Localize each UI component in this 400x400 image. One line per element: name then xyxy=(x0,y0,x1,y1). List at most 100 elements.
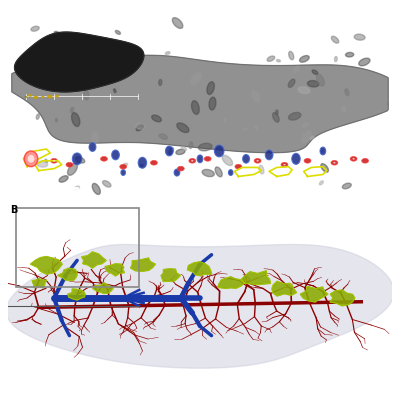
Polygon shape xyxy=(68,289,85,300)
Ellipse shape xyxy=(362,158,368,163)
Ellipse shape xyxy=(312,70,318,74)
Ellipse shape xyxy=(189,158,196,163)
Polygon shape xyxy=(300,286,328,302)
Ellipse shape xyxy=(72,113,80,126)
Polygon shape xyxy=(242,271,270,284)
Ellipse shape xyxy=(28,47,41,55)
Ellipse shape xyxy=(209,97,216,110)
Ellipse shape xyxy=(182,146,186,150)
Text: A: A xyxy=(12,16,19,26)
Ellipse shape xyxy=(115,30,120,34)
Ellipse shape xyxy=(310,136,314,140)
Ellipse shape xyxy=(55,95,59,98)
Ellipse shape xyxy=(66,162,73,167)
Polygon shape xyxy=(188,262,212,276)
Polygon shape xyxy=(161,269,180,282)
Ellipse shape xyxy=(288,79,295,87)
Ellipse shape xyxy=(302,123,308,127)
Ellipse shape xyxy=(121,170,126,176)
Ellipse shape xyxy=(60,46,70,55)
Ellipse shape xyxy=(254,126,258,129)
Ellipse shape xyxy=(92,183,100,194)
Ellipse shape xyxy=(298,87,310,94)
Ellipse shape xyxy=(25,96,27,98)
Ellipse shape xyxy=(192,101,199,114)
Ellipse shape xyxy=(28,94,32,97)
Ellipse shape xyxy=(346,52,354,57)
Polygon shape xyxy=(93,283,113,294)
Ellipse shape xyxy=(114,89,116,93)
Text: 10 mm: 10 mm xyxy=(42,191,62,196)
Ellipse shape xyxy=(120,164,127,169)
Ellipse shape xyxy=(189,142,193,148)
Ellipse shape xyxy=(289,51,294,60)
Ellipse shape xyxy=(300,56,309,62)
Text: B: B xyxy=(10,205,17,215)
Polygon shape xyxy=(58,268,77,280)
Ellipse shape xyxy=(350,156,357,161)
Ellipse shape xyxy=(215,167,222,177)
Ellipse shape xyxy=(222,155,232,166)
Ellipse shape xyxy=(176,149,185,154)
Polygon shape xyxy=(272,281,296,296)
Ellipse shape xyxy=(202,170,214,177)
Ellipse shape xyxy=(256,160,259,162)
Ellipse shape xyxy=(281,162,288,167)
Ellipse shape xyxy=(54,31,59,34)
Polygon shape xyxy=(14,32,144,92)
Ellipse shape xyxy=(58,34,64,42)
Ellipse shape xyxy=(28,155,34,163)
Ellipse shape xyxy=(224,118,226,122)
Ellipse shape xyxy=(342,183,351,189)
Ellipse shape xyxy=(354,34,365,40)
Ellipse shape xyxy=(92,132,98,144)
Ellipse shape xyxy=(68,163,78,175)
Ellipse shape xyxy=(64,74,69,82)
Polygon shape xyxy=(105,264,124,276)
Ellipse shape xyxy=(84,90,89,100)
Ellipse shape xyxy=(243,128,247,130)
Ellipse shape xyxy=(308,80,319,87)
Ellipse shape xyxy=(276,60,280,62)
Ellipse shape xyxy=(70,107,74,113)
Ellipse shape xyxy=(76,157,85,163)
Ellipse shape xyxy=(345,89,349,96)
Ellipse shape xyxy=(276,110,278,115)
Ellipse shape xyxy=(37,161,48,167)
Ellipse shape xyxy=(92,50,101,59)
Polygon shape xyxy=(32,278,46,288)
Ellipse shape xyxy=(321,149,324,152)
Ellipse shape xyxy=(136,125,144,131)
Ellipse shape xyxy=(197,155,203,163)
Ellipse shape xyxy=(317,74,324,86)
Ellipse shape xyxy=(165,52,170,54)
Ellipse shape xyxy=(331,36,339,43)
Ellipse shape xyxy=(265,150,273,160)
Ellipse shape xyxy=(166,146,173,156)
Ellipse shape xyxy=(359,58,370,66)
Ellipse shape xyxy=(177,123,189,132)
Ellipse shape xyxy=(55,44,68,52)
Ellipse shape xyxy=(252,91,260,102)
Ellipse shape xyxy=(272,113,279,122)
Ellipse shape xyxy=(53,160,55,162)
Ellipse shape xyxy=(177,166,184,171)
Ellipse shape xyxy=(320,147,326,155)
Ellipse shape xyxy=(135,123,146,129)
Ellipse shape xyxy=(102,181,111,187)
Ellipse shape xyxy=(77,69,83,76)
Ellipse shape xyxy=(56,118,57,122)
Ellipse shape xyxy=(352,158,355,160)
Ellipse shape xyxy=(125,64,129,69)
Ellipse shape xyxy=(342,106,346,112)
Ellipse shape xyxy=(124,163,128,166)
Ellipse shape xyxy=(45,159,48,162)
Ellipse shape xyxy=(152,115,161,122)
Polygon shape xyxy=(131,258,155,271)
Ellipse shape xyxy=(228,170,233,176)
Ellipse shape xyxy=(293,66,300,73)
Ellipse shape xyxy=(333,162,336,164)
Ellipse shape xyxy=(288,112,301,120)
Ellipse shape xyxy=(321,164,328,172)
Ellipse shape xyxy=(33,96,38,99)
